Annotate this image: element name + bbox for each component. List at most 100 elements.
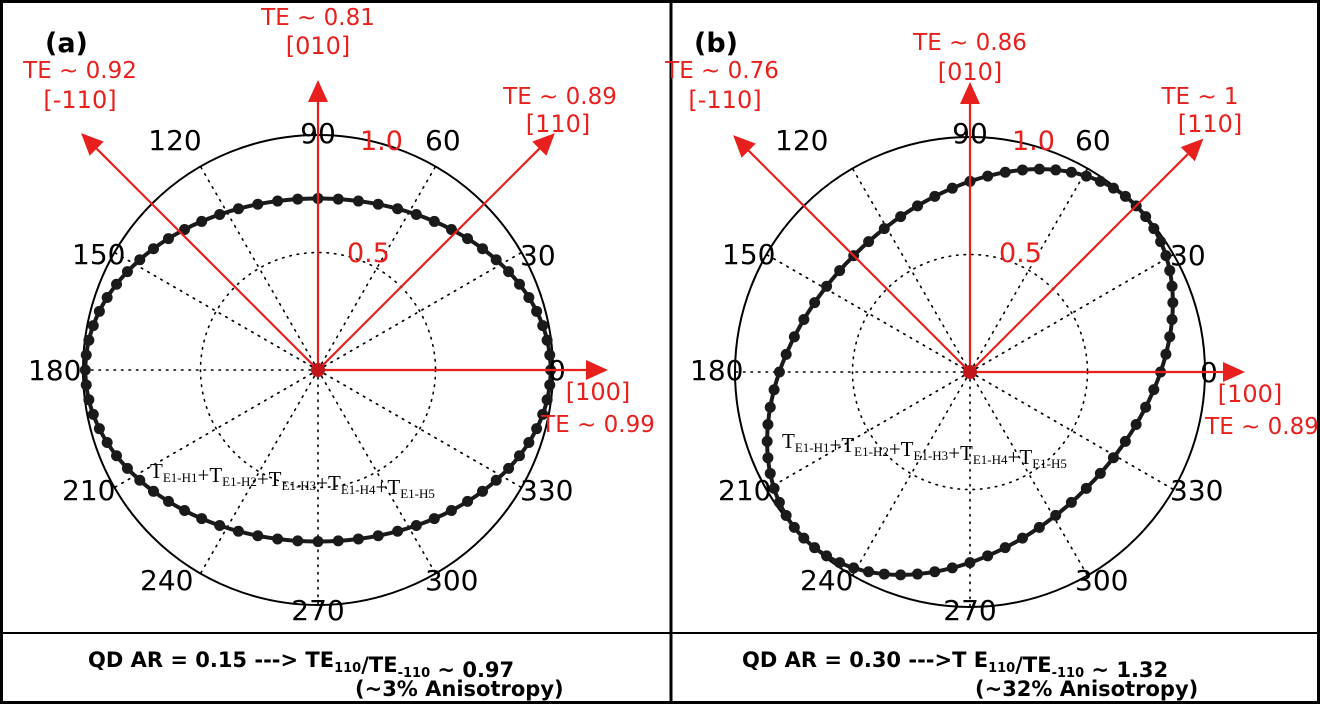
data-point: [179, 223, 191, 235]
te-value-label: TE ~ 1: [1160, 84, 1238, 110]
angle-tick-label: 30: [1170, 239, 1206, 272]
data-point: [101, 291, 113, 303]
angle-tick-label: 300: [425, 564, 478, 597]
data-point: [1167, 297, 1179, 309]
arrow-head: [1180, 138, 1204, 162]
data-point: [809, 297, 821, 309]
angle-tick-label: 210: [62, 474, 115, 507]
data-point: [445, 505, 457, 517]
data-point: [531, 305, 543, 317]
data-point: [788, 331, 800, 343]
data-point: [798, 314, 810, 326]
caption-subscript: -110: [398, 666, 431, 681]
transition-formula: TE1-H1+TE1-H2+TE1-H3+TE1-H4+TE1-H5: [782, 429, 1067, 471]
formula-subscript: E1-H3: [282, 478, 317, 493]
data-point: [1050, 509, 1062, 521]
data-point: [428, 513, 440, 525]
data-point: [1148, 223, 1160, 235]
data-point: [232, 525, 244, 537]
data-point: [1080, 482, 1092, 494]
angle-tick-label: 330: [520, 474, 573, 507]
data-point: [410, 209, 422, 221]
data-point: [798, 532, 810, 544]
data-point: [392, 525, 404, 537]
formula-term: +T: [198, 463, 223, 487]
data-point: [1119, 190, 1131, 202]
data-point: [79, 364, 91, 376]
data-point: [780, 348, 792, 360]
data-point: [1160, 250, 1172, 262]
grid-spoke: [113, 369, 319, 489]
data-point: [252, 198, 264, 210]
data-point: [929, 190, 941, 202]
data-point: [179, 505, 191, 517]
data-point: [768, 482, 780, 494]
angle-tick-label: 60: [425, 124, 461, 157]
te-value-label: TE ~ 0.89: [502, 84, 617, 110]
data-point: [292, 535, 304, 547]
direction-label: [010]: [938, 58, 1003, 86]
te-value-label: TE ~ 0.81: [260, 5, 375, 31]
data-point: [121, 462, 133, 474]
caption-text: QD AR = 0.15 ---> TE: [88, 648, 334, 672]
data-point: [531, 423, 543, 435]
data-point: [83, 334, 95, 346]
data-point: [946, 562, 958, 574]
data-point: [134, 254, 146, 266]
data-point: [788, 521, 800, 533]
formula-subscript: E1-H2: [854, 444, 889, 459]
origin-dot: [963, 365, 977, 379]
data-point: [1080, 170, 1092, 182]
te-value-label: TE ~ 0.99: [540, 412, 655, 438]
data-point: [895, 211, 907, 223]
data-point: [477, 243, 489, 255]
formula-subscript: E1-H1: [163, 470, 198, 485]
te-value-label: TE ~ 0.89: [1204, 414, 1319, 440]
data-point: [1166, 313, 1178, 325]
data-point: [1130, 418, 1142, 430]
data-point: [111, 450, 123, 462]
direction-label: [110]: [1178, 110, 1243, 138]
grid-spoke: [969, 371, 1089, 577]
grid-spoke: [317, 165, 437, 371]
data-point: [392, 203, 404, 215]
data-point: [541, 394, 553, 406]
data-point: [878, 223, 890, 235]
data-point: [503, 266, 515, 278]
data-point: [821, 550, 833, 562]
caption-line-2: (~32% Anisotropy): [975, 677, 1198, 701]
data-point: [773, 496, 785, 508]
data-point: [1033, 163, 1045, 175]
angle-tick-label: 30: [520, 239, 556, 272]
angle-tick-label: 60: [1075, 124, 1111, 157]
data-point: [544, 349, 556, 361]
angle-tick-label: 120: [148, 124, 201, 157]
data-point: [863, 236, 875, 248]
data-point: [87, 408, 99, 420]
te-value-label: TE ~ 0.76: [664, 58, 779, 84]
caption-text: ~ 1.32: [1084, 658, 1168, 682]
formula-subscript: E1-H4: [341, 482, 376, 497]
direction-label: [110]: [526, 110, 591, 138]
data-point: [834, 265, 846, 277]
data-point: [523, 437, 535, 449]
direction-arrow: [969, 153, 1189, 373]
caption-subscript: 110: [334, 661, 361, 676]
data-point: [490, 474, 502, 486]
arrow-head: [960, 82, 980, 104]
data-point: [809, 542, 821, 554]
data-point: [503, 462, 515, 474]
data-point: [764, 467, 776, 479]
data-point: [147, 485, 159, 497]
arrow-head: [1223, 362, 1245, 382]
angle-tick-label: 150: [722, 238, 775, 271]
data-point: [445, 223, 457, 235]
data-point: [147, 243, 159, 255]
grid-spoke: [317, 369, 437, 575]
data-point: [762, 419, 774, 431]
arrow-head: [532, 133, 555, 156]
formula-term: +T: [257, 467, 282, 491]
data-point: [232, 203, 244, 215]
grid-spoke: [851, 167, 971, 373]
